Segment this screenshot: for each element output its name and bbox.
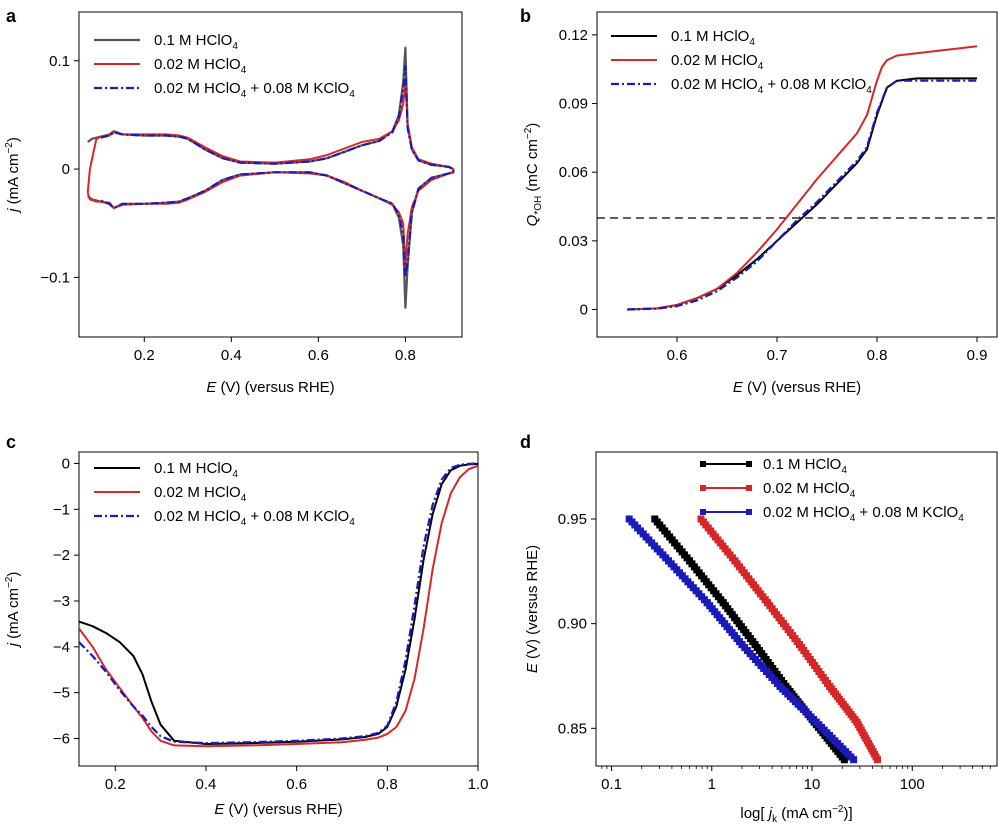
legend-label: 0.02 M HClO4 + 0.08 M KClO4	[154, 508, 355, 528]
panel-a: a 0.2 0.4 0.6 0.8 −0.1 0 0.1 E (V) (versus RHE) j…	[4, 6, 463, 396]
legend-label: 0.02 M HClO4	[671, 52, 764, 72]
series-line	[100, 65, 455, 279]
series-line	[626, 45, 978, 311]
x-axis-label: log[ jk (mA cm−2)]	[740, 804, 852, 825]
y-tick-label: −0.1	[40, 269, 70, 286]
y-tick-label: 0.95	[558, 511, 587, 528]
panel-letter: c	[6, 432, 16, 452]
legend: 0.1 M HClO4 0.02 M HClO4 0.02 M HClO4 + 0.…	[700, 456, 964, 524]
series-line	[626, 77, 977, 311]
legend: 0.1 M HClO4 0.02 M HClO4 0.02 M HClO4 + 0.…	[94, 32, 355, 100]
x-axis-label: E (V) (versus RHE)	[206, 379, 334, 396]
x-tick-label: 0.8	[867, 347, 888, 364]
x-tick-label: 0.1	[601, 776, 622, 793]
legend-label: 0.1 M HClO4	[671, 28, 755, 48]
legend-marker	[700, 509, 706, 515]
legend-label: 0.02 M HClO4	[763, 480, 856, 500]
x-tick-label: 0.2	[105, 776, 126, 793]
panel-b: b 0.6 0.7 0.8 0.9 0 0.03 0.06 0.09 0.12 E (V) (ver…	[520, 6, 998, 396]
legend-label: 0.02 M HClO4	[154, 484, 247, 504]
data-layer	[86, 46, 455, 309]
data-layer	[625, 515, 882, 764]
x-axis-label: E (V) (versus RHE)	[733, 379, 861, 396]
y-tick-label: −5	[53, 685, 70, 702]
x-tick-label: 0.4	[221, 347, 242, 364]
x-tick-label: 0.9	[967, 347, 988, 364]
y-tick-label: 0	[62, 455, 70, 472]
y-tick-label: 0	[62, 161, 70, 178]
series-line	[626, 79, 977, 311]
legend-label: 0.02 M HClO4 + 0.08 M KClO4	[763, 504, 964, 524]
y-tick-label: 0.12	[559, 27, 588, 44]
legend-label: 0.02 M HClO4 + 0.08 M KClO4	[671, 76, 872, 96]
legend-marker	[746, 461, 752, 467]
x-tick-label: 0.6	[286, 776, 307, 793]
plot-frame	[78, 11, 463, 338]
plot-frame	[595, 451, 998, 767]
plot-frame	[596, 11, 998, 338]
data-marker	[850, 756, 858, 764]
y-axis-label: j (mA cm−2)	[4, 137, 22, 214]
y-tick-label: −6	[53, 730, 70, 747]
legend-label: 0.1 M HClO4	[763, 456, 847, 476]
x-tick-label: 100	[900, 776, 925, 793]
legend-marker	[700, 461, 706, 467]
y-tick-label: 0.06	[559, 164, 588, 181]
data-layer	[597, 45, 997, 311]
y-tick-label: 0.90	[558, 616, 587, 633]
y-tick-label: −4	[53, 639, 70, 656]
panel-d: d 0.1 1 10 100 0.85 0.90 0.95 log[ jk (mA cm−2)]…	[520, 432, 998, 825]
x-tick-label: 0.2	[134, 347, 155, 364]
x-tick-label: 0.8	[377, 776, 398, 793]
legend-label: 0.1 M HClO4	[154, 32, 238, 52]
legend-marker	[700, 485, 706, 491]
y-axis-label: j (mA cm−2)	[4, 572, 22, 649]
legend-label: 0.02 M HClO4 + 0.08 M KClO4	[154, 80, 355, 100]
y-tick-label: −2	[53, 547, 70, 564]
x-tick-label: 0.8	[395, 347, 416, 364]
y-tick-label: 0	[580, 302, 588, 319]
x-tick-label: 0.4	[196, 776, 217, 793]
x-axis-label: E (V) (versus RHE)	[214, 801, 342, 818]
series-line	[79, 462, 478, 745]
y-axis-label: E (V) (versus RHE)	[524, 545, 541, 673]
panel-letter: d	[520, 432, 531, 452]
y-axis-label: Q*OH (mC cm−2)	[523, 123, 544, 227]
x-tick-label: 10	[804, 776, 821, 793]
data-marker	[874, 756, 882, 764]
x-tick-label: 0.7	[767, 347, 788, 364]
series-line	[79, 462, 478, 745]
legend-marker	[746, 485, 752, 491]
y-tick-label: −3	[53, 593, 70, 610]
panel-letter: a	[6, 6, 17, 26]
panel-letter: b	[520, 6, 531, 26]
legend-label: 0.02 M HClO4	[154, 56, 247, 76]
x-tick-label: 0.6	[308, 347, 329, 364]
plot-frame	[78, 451, 479, 767]
legend: 0.1 M HClO4 0.02 M HClO4 0.02 M HClO4 + 0.…	[94, 460, 355, 528]
y-tick-label: 0.09	[559, 96, 588, 113]
legend-label: 0.1 M HClO4	[154, 460, 238, 480]
x-tick-label: 1.0	[468, 776, 489, 793]
y-tick-label: 0.85	[558, 720, 587, 737]
legend: 0.1 M HClO4 0.02 M HClO4 0.02 M HClO4 + 0.…	[611, 28, 872, 96]
panel-c: c 0.2 0.4 0.6 0.8 1.0 0 −1 −2 −3 −4 −5 −6 E (V) (vers…	[4, 432, 488, 818]
x-tick-label: 1	[708, 776, 716, 793]
data-layer	[79, 462, 478, 748]
y-tick-label: 0.03	[559, 233, 588, 250]
y-tick-label: −1	[53, 501, 70, 518]
legend-marker	[746, 509, 752, 515]
y-tick-label: 0.1	[49, 53, 70, 70]
x-tick-label: 0.6	[667, 347, 688, 364]
data-marker	[840, 756, 848, 764]
